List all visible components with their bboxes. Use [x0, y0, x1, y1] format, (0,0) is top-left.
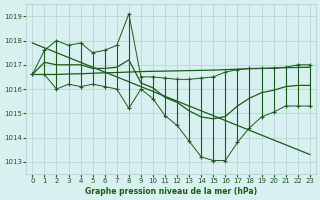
X-axis label: Graphe pression niveau de la mer (hPa): Graphe pression niveau de la mer (hPa) — [85, 187, 257, 196]
